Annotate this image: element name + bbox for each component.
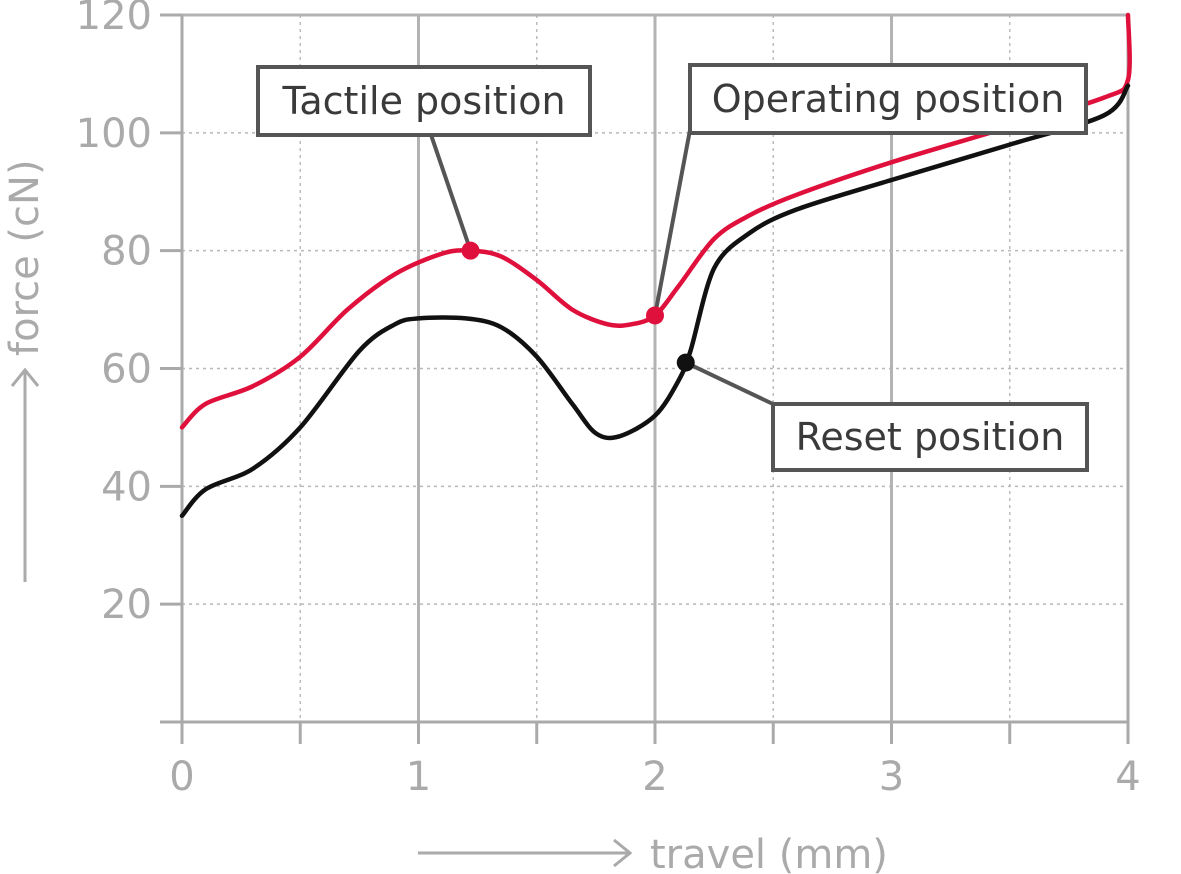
reset-position-callout: Reset position: [676, 353, 1089, 472]
y-tick-label: 20: [101, 582, 152, 628]
operating-position-leader: [653, 129, 692, 316]
reset-position-box: [771, 402, 1089, 472]
reset-position-leader: [684, 360, 774, 406]
x-axis-arrow-head: [613, 838, 633, 868]
y-tick-label: 100: [76, 111, 152, 157]
annotations: Tactile position Operating position Reset …: [256, 63, 1089, 472]
y-tick-label: 120: [76, 0, 152, 39]
y-axis-arrow-head: [10, 367, 40, 387]
y-axis-label: force (cN): [2, 159, 48, 356]
reset-position-label: Reset position: [796, 415, 1065, 459]
series-line-black: [179, 83, 1131, 519]
x-axis-label: travel (mm): [650, 832, 888, 874]
x-tick-label: 0: [169, 754, 194, 800]
x-tick-label: 3: [879, 754, 904, 800]
tactile-position-box: [256, 65, 592, 137]
y-tick-label: 60: [101, 347, 152, 393]
tactile-position-callout: Tactile position: [256, 65, 592, 260]
operating-position-marker: [646, 306, 664, 325]
axes: [160, 13, 1130, 744]
operating-position-label: Operating position: [712, 77, 1065, 121]
x-tick-label: 2: [642, 754, 667, 800]
x-tick-label: 4: [1115, 754, 1140, 800]
x-tick-label: 1: [406, 754, 431, 800]
operating-position-callout: Operating position: [646, 63, 1088, 325]
series-lines: [179, 12, 1132, 519]
tactile-position-label: Tactile position: [281, 79, 565, 123]
reset-position-marker: [676, 353, 695, 372]
series-line-red: [179, 12, 1132, 430]
y-axis-title: force (cN): [2, 159, 48, 582]
x-axis-title: travel (mm): [418, 832, 888, 874]
operating-position-box: [688, 63, 1088, 135]
tactile-position-leader: [426, 125, 473, 252]
tactile-position-marker: [461, 241, 480, 260]
y-tick-label: 80: [101, 229, 152, 275]
tick-labels: 20 40 60 80 100 120 0 1 2 3 4: [76, 0, 1141, 800]
y-tick-label: 40: [101, 464, 152, 510]
